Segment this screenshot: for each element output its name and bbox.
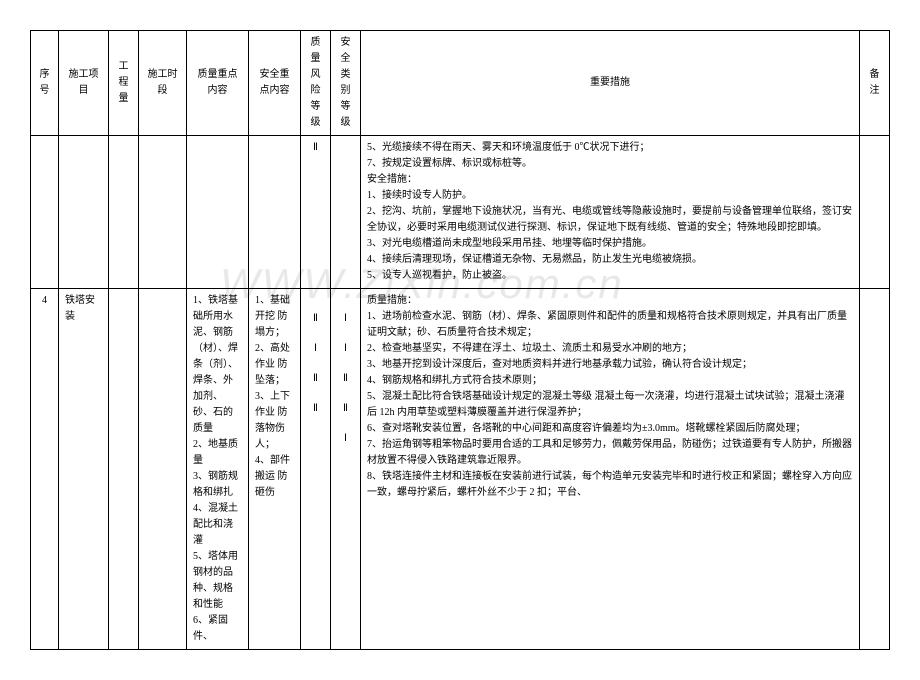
construction-table: 序号 施工项目 工程量 施工时段 质量重点内容 安全重点内容 质量风险等级 安全…	[30, 30, 890, 650]
table-header-row: 序号 施工项目 工程量 施工时段 质量重点内容 安全重点内容 质量风险等级 安全…	[31, 31, 890, 136]
cell-measures: 质量措施：1、进场前检查水泥、钢筋（材）、焊条、紧固原则件和配件的质量和规格符合…	[361, 289, 860, 650]
risk-level: Ⅱ	[337, 371, 354, 387]
cell-safety-risk	[331, 136, 361, 289]
header-qty: 工程量	[109, 31, 139, 136]
header-quality-content: 质量重点内容	[187, 31, 249, 136]
cell-period	[139, 136, 187, 289]
risk-level: Ⅱ	[307, 311, 324, 327]
cell-qty	[109, 289, 139, 650]
risk-level: Ⅰ	[337, 311, 354, 327]
cell-measures: 5、光缆接续不得在雨天、雾天和环境温度低于 0℃状况下进行；7、按规定设置标牌、…	[361, 136, 860, 289]
header-safety-risk: 安全类别等级	[331, 31, 361, 136]
header-period: 施工时段	[139, 31, 187, 136]
table-row: 4 铁塔安装 1、铁塔基础所用水泥、钢筋（材）、焊条（剂）、焊条、外加剂、砂、石…	[31, 289, 890, 650]
risk-level: Ⅰ	[337, 341, 354, 357]
cell-seq	[31, 136, 59, 289]
cell-safety-content: 1、基础开挖 防塌方；2、高处作业 防坠落；3、上下作业 防落物伤人；4、部件搬…	[249, 289, 301, 650]
cell-quality-risk: Ⅱ Ⅰ Ⅱ Ⅱ	[301, 289, 331, 650]
cell-notes	[860, 289, 890, 650]
cell-qty	[109, 136, 139, 289]
cell-project: 铁塔安装	[59, 289, 109, 650]
header-project: 施工项目	[59, 31, 109, 136]
header-measures: 重要措施	[361, 31, 860, 136]
header-seq: 序号	[31, 31, 59, 136]
cell-safety-content	[249, 136, 301, 289]
cell-notes	[860, 136, 890, 289]
risk-level: Ⅰ	[337, 431, 354, 447]
cell-project	[59, 136, 109, 289]
cell-seq: 4	[31, 289, 59, 650]
table-row: Ⅱ 5、光缆接续不得在雨天、雾天和环境温度低于 0℃状况下进行；7、按规定设置标…	[31, 136, 890, 289]
risk-level: Ⅰ	[307, 341, 324, 357]
header-quality-risk: 质量风险等级	[301, 31, 331, 136]
cell-quality-content	[187, 136, 249, 289]
cell-safety-risk: Ⅰ Ⅰ Ⅱ Ⅱ Ⅰ	[331, 289, 361, 650]
risk-level: Ⅱ	[337, 401, 354, 417]
header-safety-content: 安全重点内容	[249, 31, 301, 136]
header-notes: 备注	[860, 31, 890, 136]
cell-period	[139, 289, 187, 650]
risk-level: Ⅱ	[307, 371, 324, 387]
cell-quality-content: 1、铁塔基础所用水泥、钢筋（材）、焊条（剂）、焊条、外加剂、砂、石的质量2、地基…	[187, 289, 249, 650]
cell-quality-risk: Ⅱ	[301, 136, 331, 289]
risk-level: Ⅱ	[307, 401, 324, 417]
